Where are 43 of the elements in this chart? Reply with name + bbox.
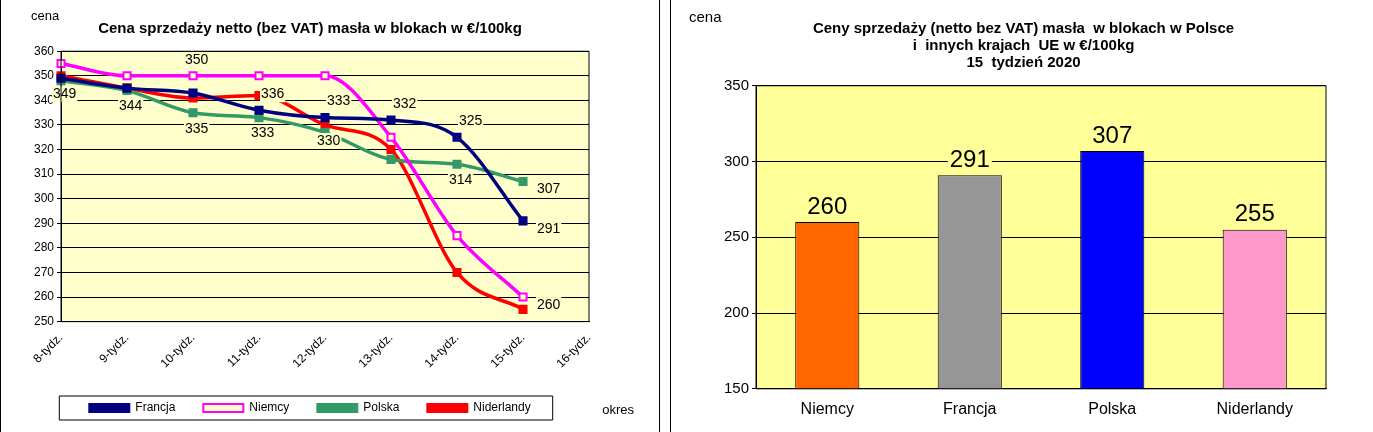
x-tick-label: Polska — [1088, 399, 1137, 417]
data-label: 332 — [393, 94, 417, 111]
data-label: 314 — [449, 171, 473, 188]
y-axis-title: cena — [689, 7, 723, 25]
chart-title: Ceny sprzedaży (netto bez VAT) masła w blokach w Polsce i innych krajach UE w €/100kg 15 tydzień 2020 — [812, 18, 1235, 71]
y-axis-title: cena — [31, 8, 60, 24]
y-tick-label: 270 — [33, 264, 55, 279]
y-tick-label: 350 — [724, 75, 750, 93]
y-tick-label: 350 — [33, 68, 55, 83]
chart-title: Cena sprzedaży netto (bez VAT) masła w blokach w €/100kg — [98, 18, 522, 36]
y-tick-label: 320 — [33, 141, 55, 156]
y-tick-label: 310 — [33, 166, 55, 181]
y-tick-label: 290 — [33, 215, 55, 230]
y-tick-label: 300 — [33, 191, 55, 206]
data-label: 260 — [537, 295, 561, 312]
x-axis-title: okres — [602, 401, 635, 417]
y-tick-label: 260 — [33, 289, 55, 304]
data-label: 333 — [327, 92, 351, 109]
data-label: 335 — [185, 119, 209, 136]
data-label: 260 — [807, 191, 848, 219]
data-label: 307 — [1092, 120, 1133, 148]
data-label: 255 — [1234, 199, 1275, 227]
data-label: 344 — [119, 97, 143, 114]
data-label: 325 — [459, 112, 483, 129]
x-tick-label: Niderlandy — [1216, 399, 1293, 417]
y-tick-label: 200 — [724, 303, 750, 321]
x-tick-label: Francja — [943, 399, 997, 417]
x-tick-label: Niemcy — [800, 399, 854, 417]
data-label: 291 — [537, 219, 561, 236]
y-tick-label: 250 — [33, 313, 55, 328]
data-label: 291 — [949, 144, 990, 172]
y-tick-label: 300 — [724, 151, 750, 169]
data-label: 307 — [537, 180, 561, 197]
y-tick-label: 150 — [724, 378, 750, 396]
y-tick-label: 280 — [33, 240, 55, 255]
data-label: 349 — [53, 85, 77, 102]
data-label: 350 — [185, 50, 209, 67]
data-label: 330 — [317, 131, 341, 148]
data-label: 336 — [261, 85, 285, 102]
data-label: 333 — [251, 124, 275, 141]
y-tick-label: 360 — [33, 43, 55, 58]
y-tick-label: 330 — [33, 117, 55, 132]
y-tick-label: 250 — [724, 227, 750, 245]
